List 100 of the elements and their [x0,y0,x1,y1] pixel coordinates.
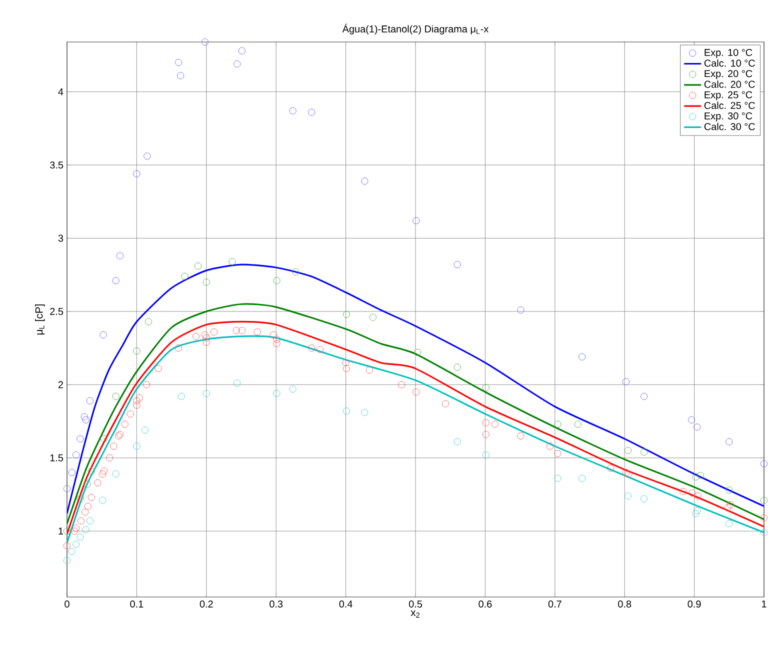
point [491,420,498,428]
point [82,526,90,534]
point [442,400,450,408]
point [232,326,240,334]
point [727,501,734,508]
point [361,408,368,416]
point [640,392,648,400]
point [292,268,300,276]
point [88,468,95,475]
point [398,381,406,388]
point [412,217,420,224]
x-tick-label: 0 [64,600,70,608]
y-tick-label: 1.5 [50,454,64,462]
point [142,381,150,388]
point [238,47,246,54]
point [640,448,648,456]
point [578,353,586,360]
point [554,420,562,428]
point [84,480,91,488]
legend-label: Calc. 30 °C [704,122,755,130]
point [174,58,182,66]
point [72,451,80,458]
point [688,489,696,497]
point [194,262,202,270]
point [110,442,118,450]
point [100,468,108,475]
x-tick-label: 0.4 [339,600,352,608]
point [760,460,768,468]
point [133,442,140,450]
point [289,386,296,393]
point [100,435,108,442]
point [270,331,277,338]
point [254,328,261,336]
point [201,38,209,46]
point [726,438,733,446]
point [625,470,632,478]
point [76,495,84,502]
point [88,494,95,501]
point [76,435,84,442]
x-tick-label: 0.8 [618,600,632,608]
point [694,492,702,500]
point [692,473,700,480]
point [694,507,701,514]
point [308,108,316,116]
point [86,397,94,404]
point [273,336,280,343]
point [273,340,280,348]
point [361,178,368,185]
point [202,334,210,342]
point [342,365,350,372]
point [76,533,84,540]
y-tick-label: 4 [58,88,64,96]
point [234,380,241,387]
point [133,347,140,355]
legend-label: Calc. 20 °C [704,80,755,88]
point [726,520,733,528]
point [482,384,490,392]
point [136,394,144,402]
point [126,410,134,418]
point [414,348,422,356]
point [622,468,630,476]
x-tick-label: 0.3 [270,600,283,608]
point [554,474,562,482]
point [694,424,701,431]
point [482,451,490,458]
x-tick-label: 1 [762,600,766,608]
point [178,392,185,400]
point [100,331,107,338]
point [289,107,296,114]
point [71,528,78,535]
point [84,502,92,510]
point [112,277,120,284]
legend-label: Exp. 10 °C [704,48,752,58]
point [517,432,524,440]
point [680,488,687,496]
point [482,430,490,438]
point [454,364,461,371]
legend-label: Calc. 25 °C [704,102,755,110]
y-tick-label: 2 [58,381,63,388]
x-tick-label: 0.2 [200,600,213,608]
point [760,496,768,504]
point [133,397,140,404]
y-tick-label: 3.5 [50,161,64,169]
y-axis-title: μ$_{L}$ [cP] [35,304,45,335]
point [238,326,246,334]
x-tick-label: 0.5 [408,600,422,608]
point [94,479,102,486]
point [454,261,461,268]
point [144,152,151,160]
point [86,517,94,524]
point [116,252,124,260]
x-axis-title: x$_{2}$ [410,610,420,618]
legend-label: Exp. 25 °C [704,91,752,100]
point [68,548,76,556]
x-tick-label: 0.9 [688,600,701,608]
point [578,474,586,482]
point [760,514,768,522]
point [366,366,374,374]
point [273,390,280,397]
point [760,529,768,536]
